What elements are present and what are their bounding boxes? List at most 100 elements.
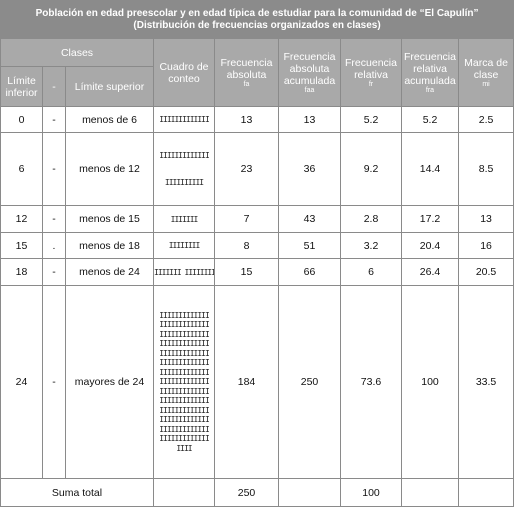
cell-superior: menos de 12 [65, 132, 154, 206]
header-fra: Frecuencia relativa acumulada fra [401, 38, 459, 107]
header-fra-label: Frecuencia relativa acumulada [404, 50, 456, 87]
cell-inferior: 6 [0, 132, 43, 206]
tally-line: IIIIIIIIIIIII [159, 339, 210, 349]
header-dash: - [42, 66, 66, 107]
cell-tally: IIIIIII IIIIIIII [153, 258, 215, 286]
header-faa-symbol: faa [304, 86, 315, 94]
cell-superior: menos de 6 [65, 106, 154, 133]
cell-fr: 9.2 [340, 132, 402, 206]
cell-inferior: 0 [0, 106, 43, 133]
cell-fr: 73.6 [340, 285, 402, 479]
cell-fa: 23 [214, 132, 279, 206]
cell-tally: IIIIIIIIIIIII IIIIIIIIIIIII IIIIIIIIIIII… [153, 285, 215, 479]
cell-faa: 250 [278, 285, 341, 479]
cell-fra: 26.4 [401, 258, 459, 286]
cell-inferior: 15 [0, 232, 43, 259]
cell-inferior: 18 [0, 258, 43, 286]
header-faa: Frecuencia absoluta acumulada faa [278, 38, 341, 107]
header-cuadro-conteo: Cuadro de conteo [153, 38, 215, 107]
cell-superior: mayores de 24 [65, 285, 154, 479]
header-fa-label: Frecuencia absoluta [220, 56, 273, 81]
header-faa-label: Frecuencia absoluta acumulada [283, 50, 336, 87]
cell-faa: 66 [278, 258, 341, 286]
cell-faa: 51 [278, 232, 341, 259]
header-mc-symbol: mi [482, 80, 490, 88]
header-limite-inferior: Límite inferior [0, 66, 43, 107]
tally-line: IIIIIIIIIIIII [159, 396, 210, 406]
tally-line: IIIIIIIIIIIII [159, 151, 210, 160]
header-fra-symbol: fra [425, 86, 435, 94]
cell-mc: 2.5 [457, 106, 514, 133]
header-fa: Frecuencia absoluta fa [214, 38, 279, 107]
cell-faa: 43 [278, 205, 341, 233]
cell-fr: 6 [340, 258, 402, 286]
table-title-row: Población en edad preescolar y en edad t… [0, 0, 514, 39]
cell-fa: 7 [214, 205, 279, 233]
cell-fr: 5.2 [340, 106, 402, 133]
cell-fr: 2.8 [340, 205, 402, 233]
header-fr: Frecuencia relativa fr [340, 38, 402, 107]
totals-empty [278, 478, 341, 507]
title-line2: (Distribución de frecuencias organizados… [133, 19, 381, 31]
cell-mc: 33.5 [457, 285, 514, 479]
tally-line: IIIIIIIIIIIII [159, 329, 210, 339]
cell-fa: 13 [214, 106, 279, 133]
tally-line: IIIIIIIIIIIII [159, 434, 210, 444]
cell-tally: IIIIIIIIIIIII IIIIIIIIII [153, 132, 215, 206]
cell-inferior: 24 [0, 285, 43, 479]
cell-mc: 16 [457, 232, 514, 259]
cell-fr: 3.2 [340, 232, 402, 259]
totals-label: Suma total [0, 478, 154, 507]
table-row: 18 - menos de 24 IIIIIII IIIIIIII 15 66 … [0, 258, 514, 286]
cell-fra: 5.2 [401, 106, 459, 133]
header-mc: Marca de clase mi [457, 38, 514, 107]
tally-line: IIIIIIIIIIIII [159, 115, 210, 124]
cell-fa: 15 [214, 258, 279, 286]
tally-line: IIII [176, 443, 192, 453]
cell-sep: - [42, 285, 66, 479]
table-row: 12 - menos de 15 IIIIIII 7 43 2.8 17.2 1… [0, 205, 514, 233]
tally-line: IIIIIIIIIIIII [159, 310, 210, 320]
tally-line: IIIIIIIIII [164, 178, 204, 187]
cell-sep: . [42, 232, 66, 259]
tally-line: IIIIIIIIIIIII [159, 367, 210, 377]
totals-fa: 250 [214, 478, 279, 507]
cell-mc: 8.5 [457, 132, 514, 206]
cell-sep: - [42, 258, 66, 286]
cell-fa: 184 [214, 285, 279, 479]
tally-line: IIIIIIIIIIIII [159, 405, 210, 415]
tally-line: IIIIIIIIIIIII [159, 348, 210, 358]
tally-line: IIIIIII IIIIIIII [154, 267, 215, 277]
tally-line: IIIIIIII [168, 241, 201, 250]
cell-tally: IIIIIIIIIIIII [153, 106, 215, 133]
table-title: Población en edad preescolar y en edad t… [0, 0, 514, 39]
title-line1: Población en edad preescolar y en edad t… [35, 7, 479, 19]
tally-line: IIIIIIIIIIIII [159, 320, 210, 330]
cell-fa: 8 [214, 232, 279, 259]
tally-line: IIIIIII [170, 214, 199, 224]
cell-fra: 17.2 [401, 205, 459, 233]
cell-superior: menos de 24 [65, 258, 154, 286]
totals-empty [153, 478, 215, 507]
totals-empty [401, 478, 459, 507]
cell-mc: 13 [457, 205, 514, 233]
totals-row: Suma total 250 100 [0, 478, 514, 507]
cell-mc: 20.5 [457, 258, 514, 286]
tally-line: IIIIIIIIIIIII [159, 424, 210, 434]
totals-fr: 100 [340, 478, 402, 507]
header-fr-symbol: fr [368, 80, 374, 88]
table-row: 24 - mayores de 24 IIIIIIIIIIIII IIIIIII… [0, 285, 514, 479]
cell-tally: IIIIIII [153, 205, 215, 233]
header-clases: Clases [0, 38, 154, 67]
cell-fra: 20.4 [401, 232, 459, 259]
table-row: 0 - menos de 6 IIIIIIIIIIIII 13 13 5.2 5… [0, 106, 514, 133]
cell-inferior: 12 [0, 205, 43, 233]
table-row: 15 . menos de 18 IIIIIIII 8 51 3.2 20.4 … [0, 232, 514, 259]
cell-sep: - [42, 205, 66, 233]
cell-tally: IIIIIIII [153, 232, 215, 259]
cell-superior: menos de 18 [65, 232, 154, 259]
table-row: 6 - menos de 12 IIIIIIIIIIIII IIIIIIIIII… [0, 132, 514, 206]
cell-faa: 13 [278, 106, 341, 133]
